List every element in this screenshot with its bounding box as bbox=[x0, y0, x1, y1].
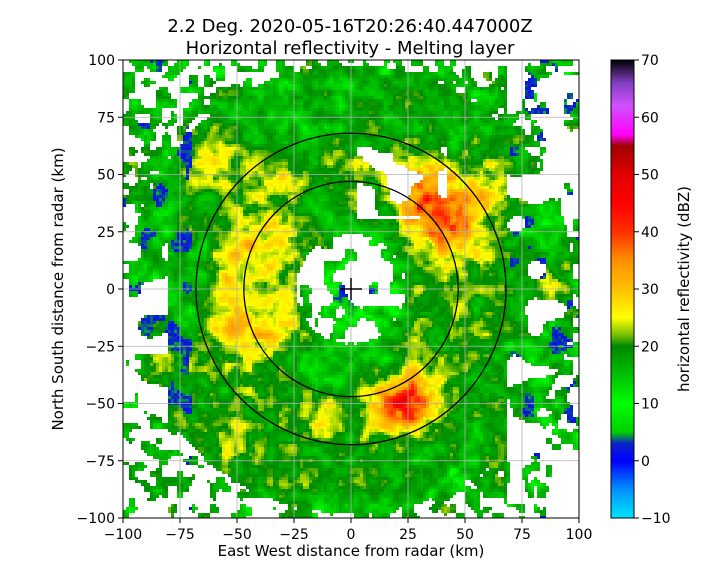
colorbar-tick-label: 10 bbox=[641, 397, 659, 413]
x-tick-label: 0 bbox=[347, 527, 356, 543]
colorbar-tick-label: 40 bbox=[641, 225, 659, 241]
colorbar-tick-label: 70 bbox=[641, 53, 659, 69]
radar-location-marker bbox=[340, 278, 362, 300]
x-tick-label: 100 bbox=[566, 527, 593, 543]
y-tick-label: 50 bbox=[97, 168, 115, 184]
x-tick-label: 75 bbox=[513, 527, 531, 543]
colorbar-label: horizontal reflectivity (dBZ) bbox=[675, 186, 693, 392]
y-tick-label: −25 bbox=[85, 339, 115, 355]
x-axis-label: East West distance from radar (km) bbox=[218, 542, 485, 560]
colorbar-tick-label: 20 bbox=[641, 339, 659, 355]
x-tick-label: −75 bbox=[165, 527, 195, 543]
colorbar-tick-label: −10 bbox=[641, 511, 671, 527]
x-axis-ticks: −100 −75 −50 −25 0 25 50 75 100 bbox=[104, 518, 593, 543]
colorbar bbox=[610, 59, 635, 519]
chart-title-line2: Horizontal reflectivity - Melting layer bbox=[186, 38, 515, 59]
colorbar-tick-label: 30 bbox=[641, 282, 659, 298]
colorbar-tick-label: 0 bbox=[641, 454, 650, 470]
melting-layer-ring bbox=[195, 132, 507, 446]
y-tick-label: 0 bbox=[106, 282, 115, 298]
x-tick-label: 50 bbox=[456, 527, 474, 543]
x-tick-label: −50 bbox=[222, 527, 252, 543]
y-axis-label: North South distance from radar (km) bbox=[49, 147, 67, 430]
x-tick-label: −100 bbox=[104, 527, 142, 543]
y-tick-label: 25 bbox=[97, 225, 115, 241]
x-tick-label: −25 bbox=[279, 527, 309, 543]
chart-title-line1: 2.2 Deg. 2020-05-16T20:26:40.447000Z bbox=[167, 16, 532, 37]
y-tick-label: −100 bbox=[77, 511, 115, 527]
colorbar-tick-label: 60 bbox=[641, 110, 659, 126]
y-axis-ticks: −100 −75 −50 −25 0 25 50 75 100 bbox=[77, 53, 123, 527]
colorbar-ticks: −10 0 10 20 30 40 50 60 70 bbox=[634, 53, 671, 527]
melting-layer-rings bbox=[195, 132, 507, 446]
x-tick-label: 25 bbox=[399, 527, 417, 543]
y-tick-label: 75 bbox=[97, 110, 115, 126]
melting-layer-ring bbox=[243, 180, 459, 398]
y-tick-label: −75 bbox=[85, 454, 115, 470]
colorbar-tick-label: 50 bbox=[641, 168, 659, 184]
y-tick-label: 100 bbox=[88, 53, 115, 69]
y-tick-label: −50 bbox=[85, 397, 115, 413]
